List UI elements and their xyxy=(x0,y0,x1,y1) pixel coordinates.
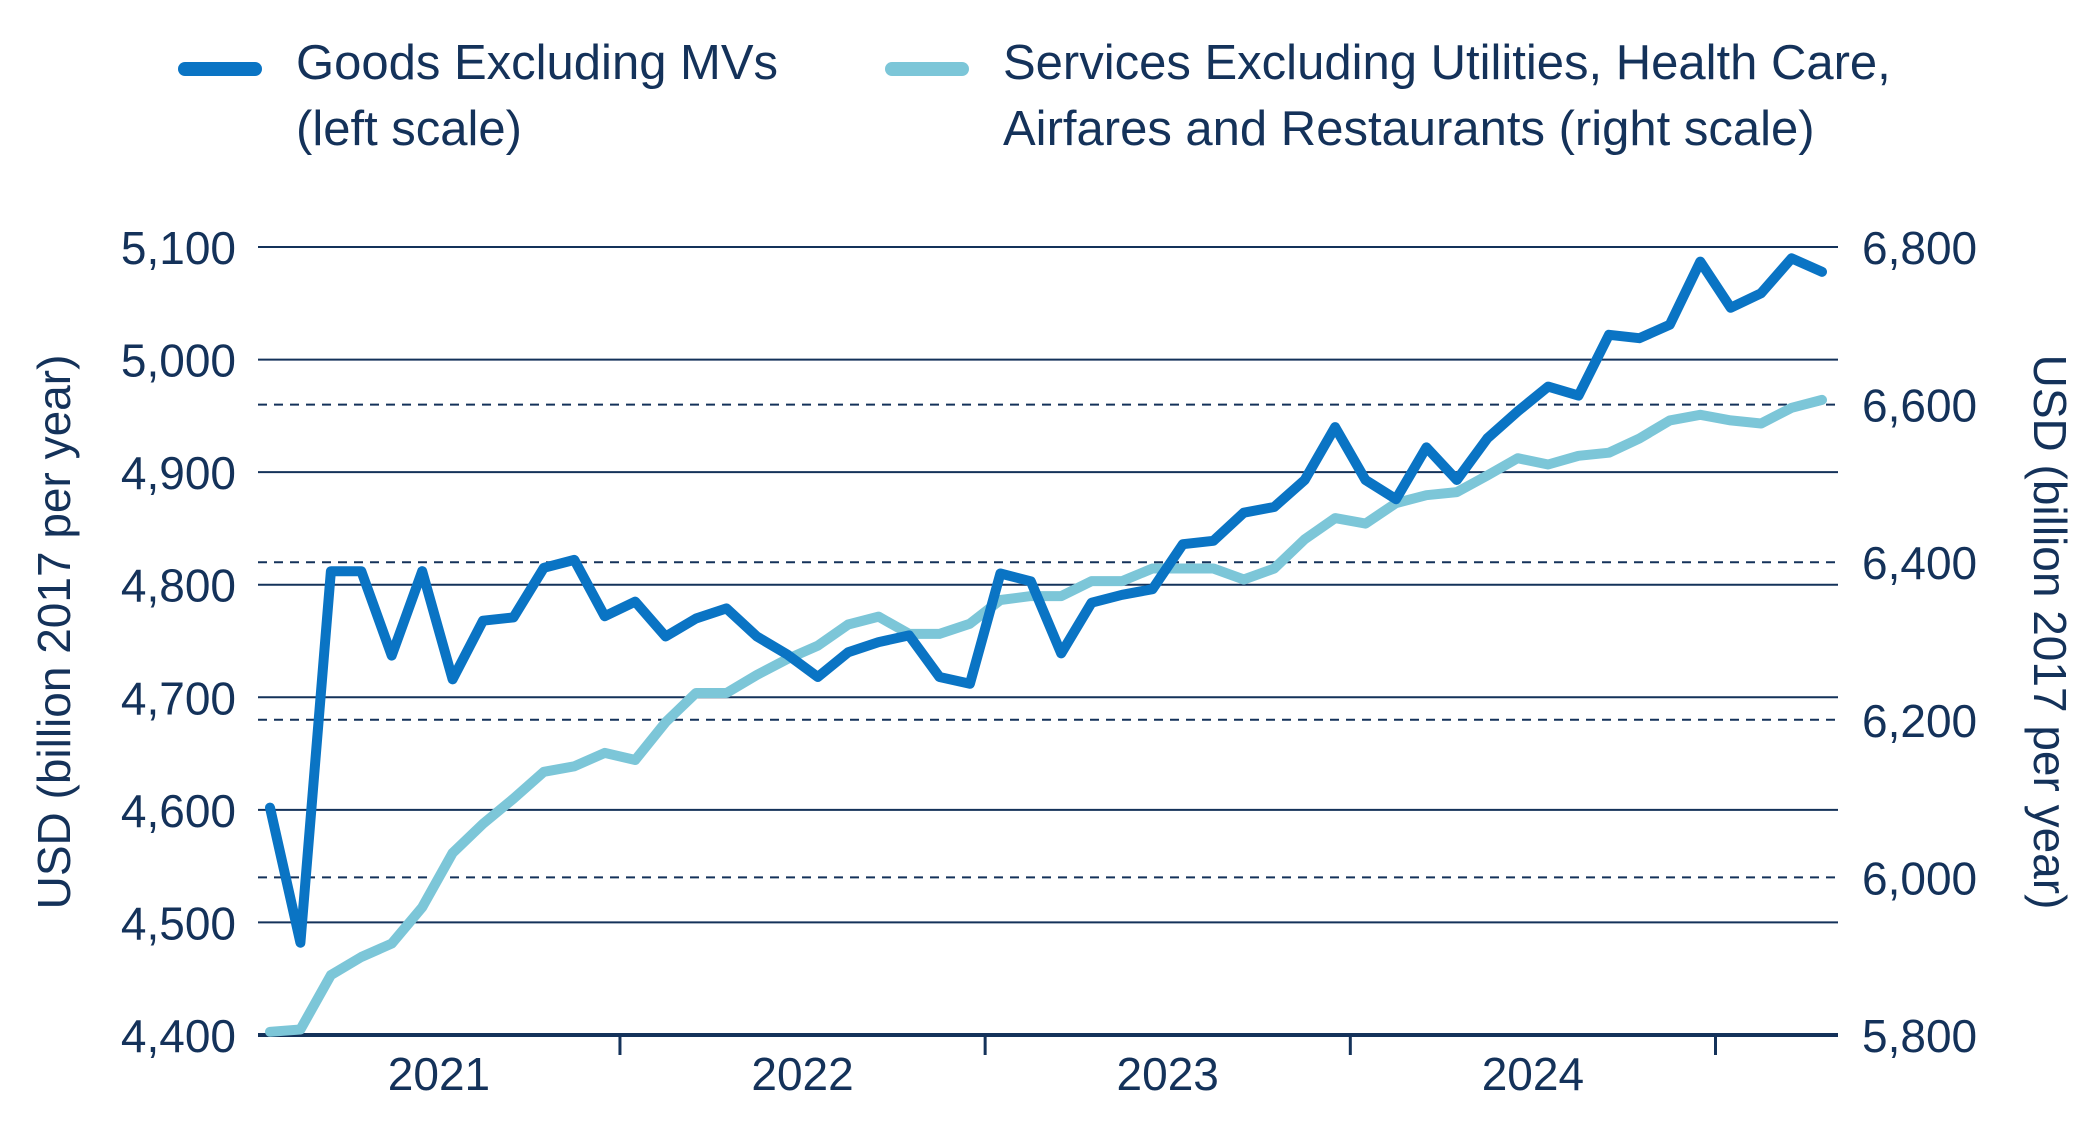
left-tick-label: 4,600 xyxy=(121,785,236,837)
right-axis-tick-labels: 5,800 6,000 6,200 6,400 6,600 6,800 xyxy=(1862,222,1977,1062)
legend-item-services: Services Excluding Utilities, Health Car… xyxy=(885,30,1891,162)
legend-swatch-goods xyxy=(178,62,262,76)
x-tick-label: 2024 xyxy=(1482,1048,1584,1100)
x-tick-label: 2021 xyxy=(388,1048,490,1100)
series-line-services xyxy=(265,394,1827,1037)
x-tick-label: 2023 xyxy=(1117,1048,1219,1100)
right-tick-label: 6,800 xyxy=(1862,222,1977,274)
left-tick-label: 4,900 xyxy=(121,447,236,499)
left-axis-tick-labels: 4,400 4,500 4,600 4,700 4,800 4,900 5,000 5,100 xyxy=(121,222,236,1062)
left-tick-label: 5,000 xyxy=(121,335,236,387)
legend-label-goods-line2: (left scale) xyxy=(296,102,523,156)
right-tick-label: 6,000 xyxy=(1862,852,1977,904)
right-axis-label: USD (billion 2017 per year) xyxy=(2024,355,2076,910)
left-tick-label: 5,100 xyxy=(121,222,236,274)
left-tick-label: 4,400 xyxy=(121,1010,236,1062)
right-tick-label: 5,800 xyxy=(1862,1010,1977,1062)
legend: Goods Excluding MVs (left scale) Service… xyxy=(0,30,2084,180)
series-layer xyxy=(265,253,1827,1037)
right-axis-gridlines xyxy=(258,403,1838,879)
right-tick-label: 6,400 xyxy=(1862,537,1977,589)
x-axis: 2021 2022 2023 2024 xyxy=(258,1033,1838,1100)
left-tick-label: 4,700 xyxy=(121,672,236,724)
legend-label-services-line1: Services Excluding Utilities, Health Car… xyxy=(1003,36,1891,90)
legend-label-services-line2: Airfares and Restaurants (right scale) xyxy=(1003,102,1815,156)
right-tick-label: 6,600 xyxy=(1862,380,1977,432)
legend-label-goods: Goods Excluding MVs (left scale) xyxy=(296,30,778,162)
legend-swatch-services xyxy=(885,62,969,76)
series-line-goods xyxy=(265,253,1827,948)
legend-label-services: Services Excluding Utilities, Health Car… xyxy=(1003,30,1891,162)
x-tick-label: 2022 xyxy=(751,1048,853,1100)
right-tick-label: 6,200 xyxy=(1862,695,1977,747)
left-axis-gridlines xyxy=(258,246,1838,924)
legend-item-goods: Goods Excluding MVs (left scale) xyxy=(178,30,778,162)
left-tick-label: 4,800 xyxy=(121,560,236,612)
legend-label-goods-line1: Goods Excluding MVs xyxy=(296,36,779,90)
left-tick-label: 4,500 xyxy=(121,897,236,949)
left-axis-label: USD (billion 2017 per year) xyxy=(28,355,80,910)
